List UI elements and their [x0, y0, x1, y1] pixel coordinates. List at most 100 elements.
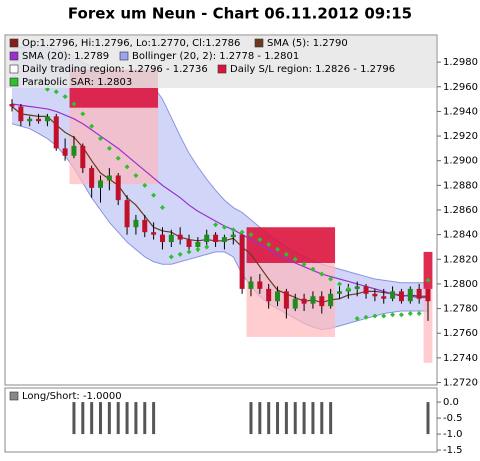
y-tick-label: 1.2740 [443, 353, 478, 364]
position-bar [125, 402, 129, 435]
sar-point [310, 266, 316, 272]
legend-swatch [217, 64, 227, 74]
sar-point [142, 182, 148, 188]
legend-label: Long/Short: -1.0000 [22, 391, 122, 402]
sar-point [336, 281, 342, 287]
candle-body [18, 106, 24, 122]
sar-point [106, 145, 112, 151]
position-bar [426, 402, 430, 435]
legend-swatch [9, 77, 19, 87]
legend-label: Daily S/L region: 1.2826 - 1.2796 [230, 64, 395, 75]
sar-point [195, 246, 201, 252]
candle-body [213, 234, 219, 243]
candle-body [168, 234, 174, 243]
candle-body [195, 242, 201, 247]
legend-swatch [254, 38, 264, 48]
candle-body [266, 288, 272, 302]
candle-body [221, 237, 227, 243]
y-tick-label: 1.2820 [443, 254, 478, 265]
sar-point [89, 123, 95, 129]
sar-point [230, 227, 236, 233]
sar-point [372, 313, 378, 319]
candle-body [98, 180, 104, 188]
candle-body [336, 291, 342, 294]
sar-point [363, 314, 369, 320]
legend-label: Daily trading region: 1.2796 - 1.2736 [22, 64, 208, 75]
candle-body [275, 291, 281, 302]
sar-point [248, 232, 254, 238]
y-tick-label: 1.2720 [443, 378, 478, 389]
position-bar [302, 402, 306, 435]
candle-body [124, 200, 130, 228]
position-bar [107, 402, 111, 435]
position-bar [329, 402, 333, 435]
candle-body [310, 296, 316, 304]
position-bar [258, 402, 262, 435]
sar-point [62, 94, 68, 100]
sar-point [124, 164, 130, 170]
candle-body [328, 293, 334, 307]
sar-point [301, 261, 307, 267]
y-tick-label: 1.2980 [443, 57, 478, 68]
legend-label: SMA (20): 1.2789 [22, 51, 109, 62]
position-bar [152, 402, 156, 435]
candle-body [142, 219, 148, 233]
trading-region [423, 288, 433, 363]
candle-body [89, 168, 95, 188]
sar-point [71, 101, 77, 107]
legend-label: Parabolic SAR: 1.2803 [22, 77, 132, 88]
sar-point [292, 256, 298, 262]
candle-body [159, 234, 165, 243]
candle-body [115, 175, 121, 201]
sar-point [283, 251, 289, 257]
position-bar [276, 402, 280, 435]
candle-body [248, 281, 254, 289]
candle-body [106, 175, 112, 181]
sl-region [423, 251, 433, 289]
candle-body [71, 145, 77, 156]
y-tick-label: 1.2900 [443, 156, 478, 167]
candle-body [301, 298, 307, 304]
candle-body [151, 232, 157, 235]
y-tick-label: 1.2780 [443, 304, 478, 315]
position-bar [81, 402, 85, 435]
sma-line [11, 106, 428, 304]
y-tick-label: 1.2860 [443, 205, 478, 216]
sar-point [80, 111, 86, 117]
sar-point [115, 155, 121, 161]
sar-point [133, 172, 139, 178]
sar-point [407, 311, 413, 317]
candle-body [230, 234, 236, 238]
candle-body [177, 234, 183, 240]
sar-point [168, 254, 174, 260]
position-bar [267, 402, 271, 435]
sar-point [186, 249, 192, 255]
candle-body [292, 298, 298, 309]
sar-point [159, 205, 165, 211]
sar-point [354, 315, 360, 321]
sar-point [98, 136, 104, 142]
position-bar [72, 402, 76, 435]
sar-point [213, 222, 219, 228]
legend-swatch [9, 38, 19, 48]
candle-body [416, 288, 422, 299]
candle-body [44, 116, 50, 122]
position-bar [311, 402, 315, 435]
candle-body [9, 104, 15, 107]
candle-body [283, 291, 289, 309]
position-bar [143, 402, 147, 435]
y-tick-label: 1.2920 [443, 131, 478, 142]
sar-point [177, 251, 183, 257]
sma-line [11, 103, 428, 299]
candle-body [204, 234, 210, 243]
y-tick-label: 1.2800 [443, 279, 478, 290]
y-tick-label: 1.2840 [443, 230, 478, 241]
sar-point [416, 311, 422, 317]
sar-point [328, 276, 334, 282]
y-tick-label: 1.2880 [443, 180, 478, 191]
candle-body [186, 239, 192, 247]
legend-label: Bollinger (20, 2): 1.2778 - 1.2801 [132, 51, 299, 62]
sar-point [151, 192, 157, 198]
